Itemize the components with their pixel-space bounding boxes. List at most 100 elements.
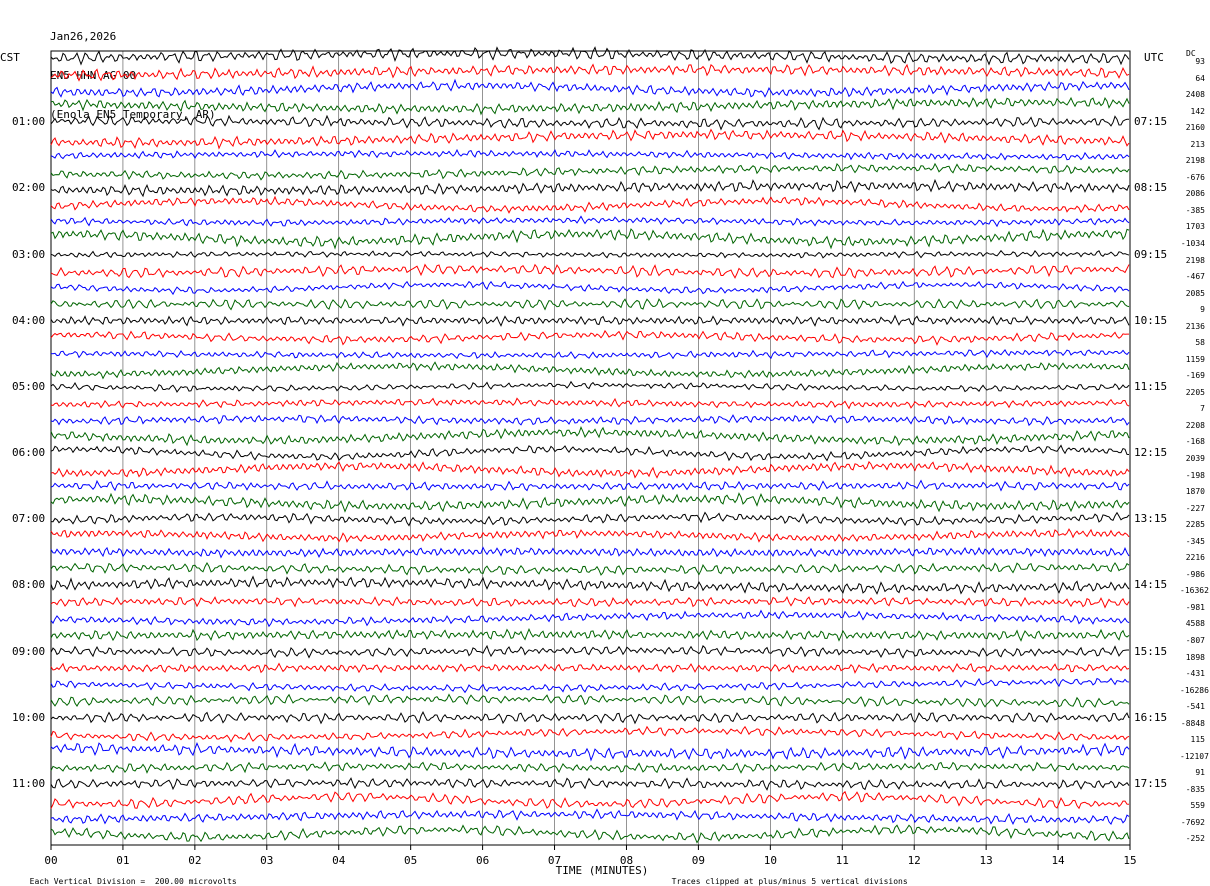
seismic-trace [50, 777, 1130, 791]
seismic-trace [50, 627, 1130, 642]
seismic-trace [50, 361, 1130, 380]
dc-offset-label: -227 [1185, 503, 1205, 513]
seismic-trace [50, 162, 1130, 181]
seismic-trace [50, 178, 1130, 198]
dc-offset-label: 1703 [1185, 222, 1205, 232]
dc-offset-label: 58 [1195, 338, 1205, 348]
left-timezone-label: CST [0, 51, 20, 64]
dc-offset-label: -1034 [1180, 238, 1205, 248]
seismic-trace [50, 96, 1130, 116]
left-hour-label: 02:00 [12, 181, 46, 195]
dc-offset-label: 1898 [1185, 652, 1205, 662]
x-tick-label: 07 [547, 854, 562, 867]
seismic-trace [50, 790, 1130, 810]
clip-note-text: Traces clipped at plus/minus 5 vertical … [671, 877, 908, 886]
dc-offset-label: -541 [1185, 702, 1205, 712]
seismic-trace [50, 46, 1130, 66]
dc-offset-label: 2198 [1185, 255, 1205, 265]
seismic-trace [50, 479, 1130, 492]
dc-offset-label: -198 [1185, 470, 1205, 480]
right-hour-label: 08:15 [1134, 181, 1168, 195]
seismic-trace [50, 314, 1130, 327]
dc-offset-label: 93 [1195, 57, 1205, 66]
left-hour-label: 10:00 [12, 710, 46, 724]
right-hour-label: 11:15 [1134, 379, 1168, 393]
seismic-trace [50, 460, 1130, 479]
right-hour-label: 10:15 [1134, 313, 1168, 327]
left-hour-label: 07:00 [12, 512, 46, 526]
seismic-trace [50, 63, 1130, 82]
seismic-trace [50, 397, 1130, 410]
footer-scale-note: Each Vertical Division = 200.00 microvol… [20, 868, 237, 886]
dc-offset-label: 2408 [1185, 90, 1205, 100]
x-tick-label: 06 [475, 854, 490, 867]
left-hour-label: 05:00 [12, 379, 46, 393]
seismic-trace [50, 128, 1130, 150]
seismic-trace [50, 215, 1130, 228]
left-hour-label: 04:00 [12, 313, 46, 327]
dc-offset-label: -981 [1185, 602, 1205, 612]
dc-offset-label: -12107 [1180, 751, 1209, 761]
footer-clip-note: Traces clipped at plus/minus 5 vertical … [662, 868, 908, 886]
dc-offset-label: -807 [1185, 635, 1205, 645]
dc-column-label: DC [1186, 49, 1196, 58]
seismic-trace [50, 609, 1130, 628]
seismic-trace [50, 742, 1130, 762]
seismic-trace [50, 561, 1130, 576]
right-hour-label: 17:15 [1134, 776, 1168, 790]
dc-offset-label: 559 [1190, 801, 1205, 811]
seismic-trace [50, 677, 1130, 694]
x-tick-label: 08 [619, 854, 634, 867]
header-station: EN5 HHN AG 00 [50, 69, 137, 82]
dc-offset-label: -467 [1185, 272, 1205, 282]
dc-offset-label: 7 [1200, 404, 1205, 414]
dc-offset-label: -168 [1185, 437, 1205, 447]
dc-offset-label: 213 [1190, 139, 1205, 149]
seismic-trace [50, 78, 1130, 98]
dc-offset-label: 2160 [1185, 123, 1205, 133]
x-tick-label: 00 [44, 854, 58, 867]
dc-offset-label: 2216 [1185, 553, 1205, 563]
seismic-trace [50, 662, 1130, 674]
seismic-trace [50, 808, 1130, 825]
scale-note-text: Each Vertical Division = 200.00 microvol… [29, 877, 237, 886]
dc-offset-label: 91 [1195, 768, 1205, 778]
plot-frame [50, 50, 1131, 846]
seismic-trace [50, 511, 1130, 527]
seismic-trace [50, 414, 1130, 427]
right-hour-label: 14:15 [1134, 578, 1168, 592]
seismic-trace [50, 761, 1130, 774]
left-hour-label: 03:00 [12, 247, 46, 261]
x-axis-title: TIME (MINUTES) [555, 864, 649, 877]
x-tick-label: 13 [979, 854, 993, 867]
x-tick-label: 02 [188, 854, 202, 867]
dc-offset-label: 9 [1200, 305, 1205, 315]
dc-offset-label: -16286 [1180, 685, 1209, 695]
seismic-trace [50, 349, 1130, 360]
seismic-trace [50, 444, 1130, 462]
dc-offset-label: 2136 [1185, 321, 1205, 331]
x-tick-label: 10 [763, 854, 777, 867]
seismic-trace [50, 329, 1130, 346]
seismic-trace [50, 546, 1130, 559]
dc-offset-label: 142 [1190, 106, 1205, 116]
left-hour-label: 01:00 [12, 115, 46, 129]
x-tick-label: 05 [404, 854, 418, 867]
dc-offset-label: 4588 [1185, 619, 1205, 629]
plot-header: Jan26,2026 EN5 HHN AG 00 (Enola EN5 Temp… [50, 4, 216, 134]
seismic-trace [50, 425, 1130, 447]
seismic-trace [50, 298, 1130, 311]
seismic-trace [50, 596, 1130, 609]
seismic-trace [50, 195, 1130, 214]
seismic-trace [50, 725, 1130, 743]
x-tick-label: 15 [1123, 854, 1137, 867]
dc-offset-label: -345 [1185, 536, 1205, 546]
left-hour-label: 09:00 [12, 644, 46, 658]
x-tick-label: 09 [691, 854, 706, 867]
dc-offset-label: -169 [1185, 371, 1205, 381]
dc-offset-label: -835 [1185, 784, 1205, 794]
dc-offset-label: 115 [1190, 735, 1205, 745]
seismic-trace [50, 575, 1130, 595]
dc-offset-label: -676 [1185, 172, 1205, 182]
